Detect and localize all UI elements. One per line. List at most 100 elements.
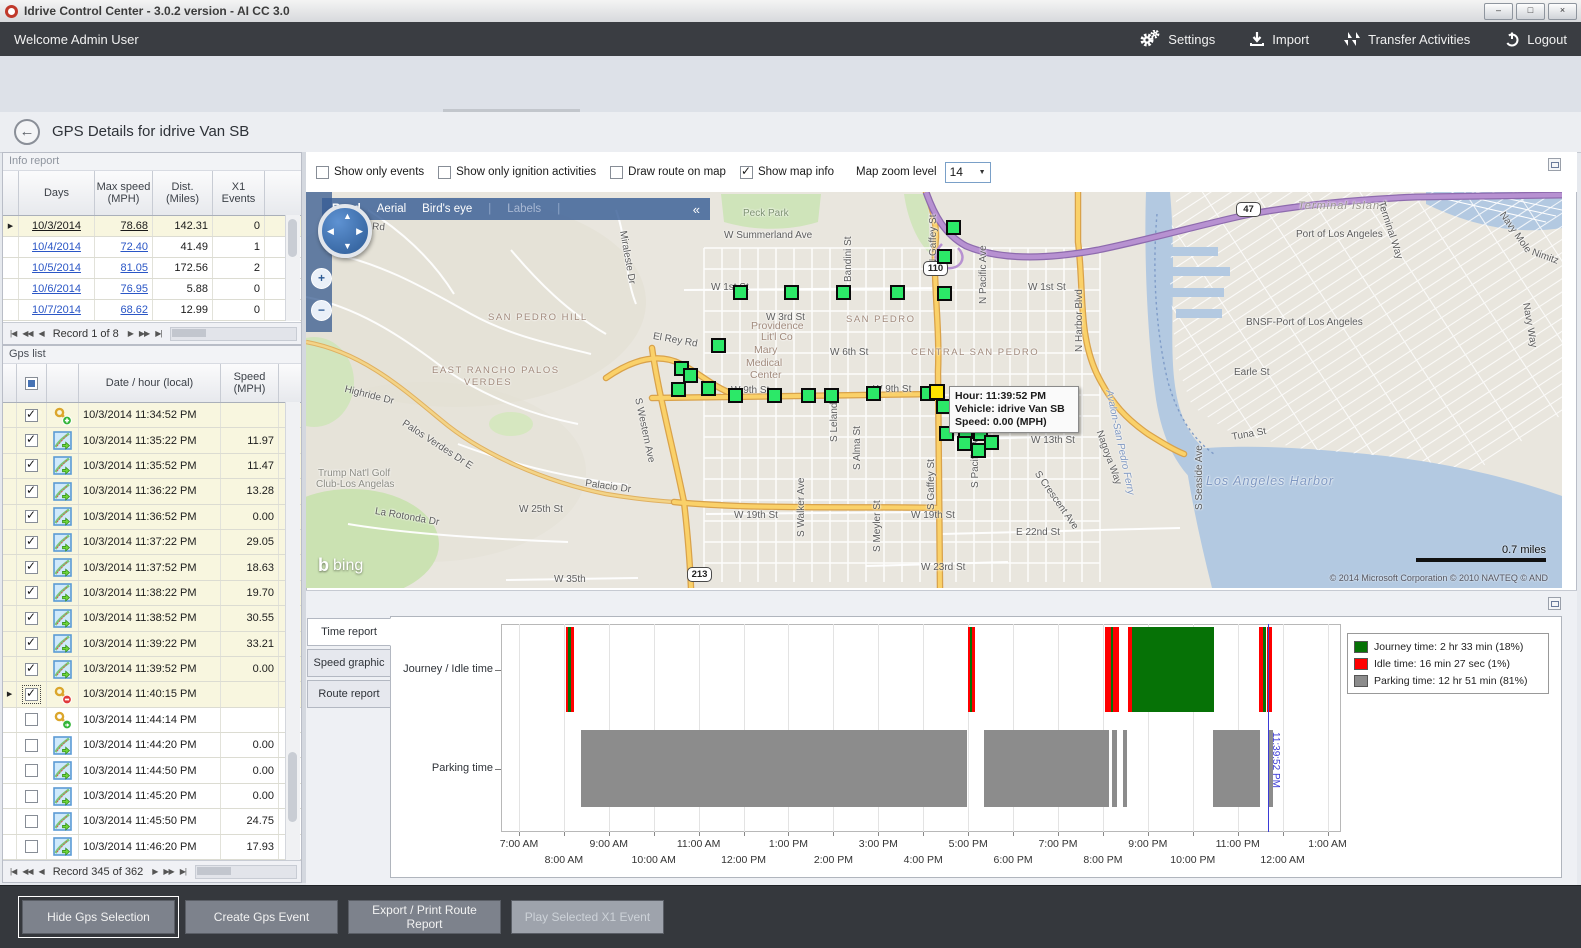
gps-marker[interactable] xyxy=(701,381,716,396)
topbar-action-logout[interactable]: Logout xyxy=(1504,31,1567,47)
table-row[interactable]: 10/5/2014 81.05 172.56 2 xyxy=(3,258,301,279)
gps-marker[interactable] xyxy=(890,285,905,300)
col-datetime[interactable]: Date / hour (local) xyxy=(79,364,221,402)
gps-list-scrollbar[interactable] xyxy=(285,402,300,860)
gps-marker[interactable] xyxy=(971,443,986,458)
cell-max-speed[interactable]: 72.40 xyxy=(95,237,153,257)
checkbox-cell[interactable] xyxy=(17,479,47,504)
col-dist[interactable]: Dist. (Miles) xyxy=(153,171,213,215)
gps-marker[interactable] xyxy=(937,286,952,301)
gps-marker[interactable] xyxy=(683,368,698,383)
zoom-in-button[interactable]: + xyxy=(311,268,332,289)
row-checkbox[interactable] xyxy=(22,684,41,704)
map-style-birdseye[interactable]: Bird's eye xyxy=(422,203,473,215)
gps-marker[interactable] xyxy=(728,388,743,403)
pager-next-icon[interactable]: ▶ xyxy=(152,867,158,876)
gps-marker[interactable] xyxy=(824,388,839,403)
table-row[interactable]: ▶ 10/3/2014 78.68 142.31 0 xyxy=(3,216,301,237)
checkbox-cell[interactable] xyxy=(17,580,47,606)
row-checkbox[interactable] xyxy=(25,508,38,524)
maximize-panel-icon[interactable] xyxy=(1548,597,1561,610)
gps-marker[interactable] xyxy=(733,285,748,300)
option-checkbox[interactable] xyxy=(316,165,329,179)
hide-gps-selection-button[interactable]: Hide Gps Selection xyxy=(18,896,179,938)
row-checkbox[interactable] xyxy=(25,407,38,422)
checkbox-cell[interactable] xyxy=(17,403,47,428)
minimize-button[interactable]: – xyxy=(1484,3,1513,20)
list-item[interactable]: 10/3/2014 11:44:14 PM xyxy=(3,707,301,734)
selected-gps-marker[interactable] xyxy=(929,384,945,400)
cell-day[interactable]: 10/6/2014 xyxy=(19,279,95,299)
pager-last-icon[interactable]: ▶| xyxy=(155,329,162,338)
cell-max-speed[interactable]: 76.95 xyxy=(95,279,153,299)
checkbox-cell[interactable] xyxy=(17,453,47,479)
back-button[interactable]: ← xyxy=(14,119,40,145)
row-checkbox[interactable] xyxy=(25,457,38,473)
checkbox-cell[interactable] xyxy=(17,504,47,529)
list-item[interactable]: 10/3/2014 11:36:52 PM0.00 xyxy=(3,504,301,530)
checkbox-cell[interactable] xyxy=(17,834,47,860)
pager-next-icon[interactable]: ▶ xyxy=(127,329,134,338)
table-row[interactable]: 10/7/2014 68.62 12.99 0 xyxy=(3,300,301,321)
pager-first-icon[interactable]: |◀ xyxy=(10,867,17,876)
gps-marker[interactable] xyxy=(801,388,816,403)
gps-marker[interactable] xyxy=(957,436,972,451)
max-speed-link[interactable]: 78.68 xyxy=(120,220,148,232)
panel-splitter[interactable] xyxy=(302,152,306,883)
checkbox-cell[interactable] xyxy=(17,682,47,707)
cell-day[interactable]: 10/7/2014 xyxy=(19,300,95,320)
day-link[interactable]: 10/5/2014 xyxy=(32,262,81,274)
cell-day[interactable]: 10/5/2014 xyxy=(19,258,95,278)
option-checkbox[interactable] xyxy=(610,165,624,179)
col-max-speed[interactable]: Max speed (MPH) xyxy=(95,171,153,215)
checkbox-cell[interactable] xyxy=(17,783,47,809)
maximize-panel-icon[interactable] xyxy=(1548,158,1561,171)
map-zoom-dropdown[interactable]: 14 ▼ xyxy=(944,161,991,183)
cell-max-speed[interactable]: 68.62 xyxy=(95,300,153,320)
row-checkbox[interactable] xyxy=(25,661,38,676)
checkbox-cell[interactable] xyxy=(17,809,47,834)
pager-fastprev-icon[interactable]: ◀◀ xyxy=(22,329,33,338)
list-item[interactable]: 10/3/2014 11:46:20 PM 17.93 xyxy=(3,834,301,861)
topbar-action-settings[interactable]: Settings xyxy=(1139,30,1215,48)
pager-fastprev-icon[interactable]: ◀◀ xyxy=(22,867,33,876)
day-link[interactable]: 10/3/2014 xyxy=(32,220,81,232)
gps-marker[interactable] xyxy=(711,338,726,353)
row-checkbox[interactable] xyxy=(25,840,38,854)
day-link[interactable]: 10/6/2014 xyxy=(32,283,81,295)
maximize-button[interactable]: □ xyxy=(1516,3,1545,20)
map-compass-control[interactable]: ▲ ◀ ▶ ▼ xyxy=(318,204,372,258)
gps-marker[interactable] xyxy=(946,220,961,235)
col-speed[interactable]: Speed (MPH) xyxy=(221,364,279,402)
gps-marker[interactable] xyxy=(866,386,881,401)
row-checkbox[interactable] xyxy=(25,764,38,778)
cell-day[interactable]: 10/3/2014 xyxy=(19,216,95,236)
pan-left-icon[interactable]: ◀ xyxy=(327,226,334,236)
max-speed-link[interactable]: 81.05 xyxy=(120,262,148,274)
create-gps-event-button[interactable]: Create Gps Event xyxy=(185,900,338,934)
row-checkbox[interactable] xyxy=(25,584,38,600)
row-checkbox[interactable] xyxy=(25,534,38,549)
day-link[interactable]: 10/4/2014 xyxy=(32,241,81,253)
map-style-aerial[interactable]: Aerial xyxy=(376,203,407,215)
checkbox-cell[interactable] xyxy=(17,707,47,733)
tab-speed-graphic[interactable]: Speed graphic xyxy=(307,649,391,677)
row-checkbox[interactable] xyxy=(25,559,38,575)
gps-marker[interactable] xyxy=(937,249,952,264)
list-item[interactable]: 10/3/2014 11:44:50 PM 0.00 xyxy=(3,758,301,784)
checkbox-cell[interactable] xyxy=(17,733,47,758)
day-link[interactable]: 10/7/2014 xyxy=(32,304,81,316)
row-checkbox[interactable] xyxy=(25,432,38,448)
zoom-out-button[interactable]: − xyxy=(311,300,332,321)
table-row[interactable]: 10/4/2014 72.40 41.49 1 xyxy=(3,237,301,258)
cell-day[interactable]: 10/4/2014 xyxy=(19,237,95,257)
list-item[interactable]: 10/3/2014 11:45:20 PM 0.00 xyxy=(3,783,301,810)
list-item[interactable]: 10/3/2014 11:34:52 PM xyxy=(3,403,301,429)
collapse-toolbar-icon[interactable]: « xyxy=(692,201,700,217)
gps-marker[interactable] xyxy=(984,435,999,450)
map-viewport[interactable]: RoadAerialBird's eye|Labels|« ▲ ◀ ▶ ▼ + … xyxy=(306,192,1562,588)
checkbox-cell[interactable] xyxy=(17,758,47,783)
